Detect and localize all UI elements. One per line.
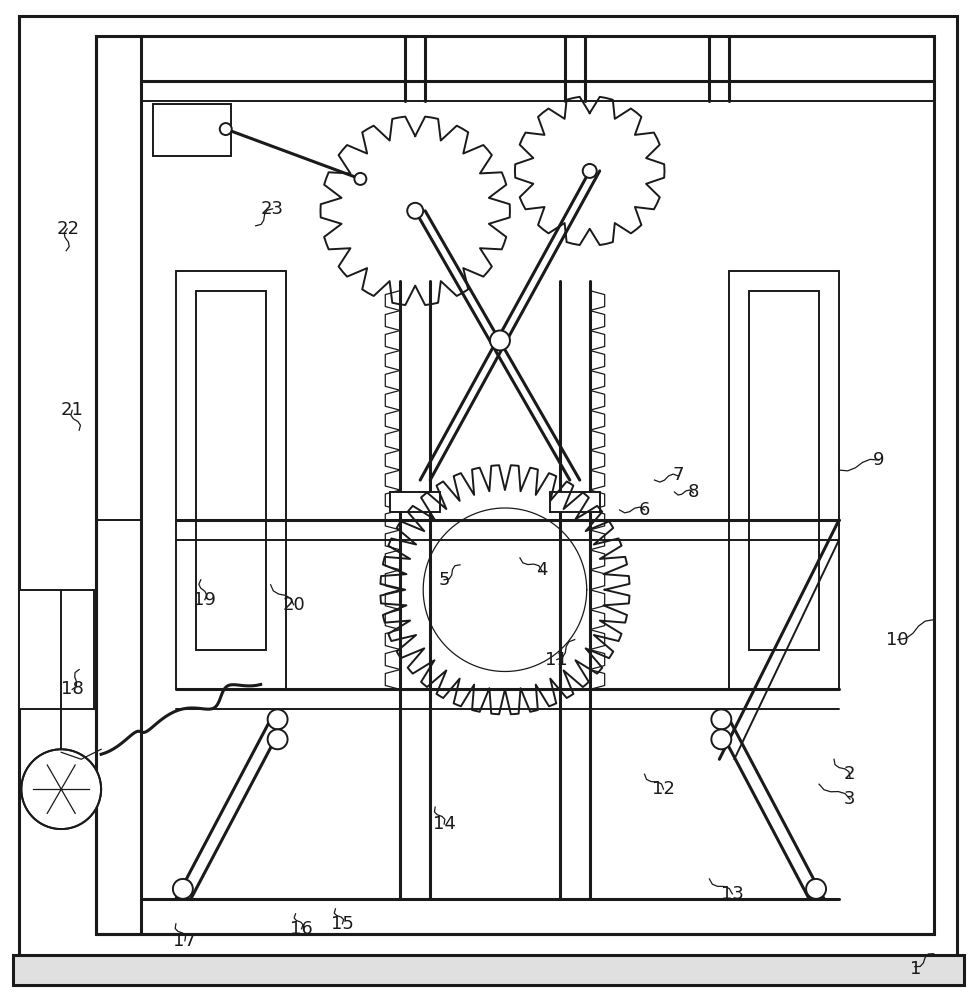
Bar xyxy=(20,590,94,709)
Text: 10: 10 xyxy=(886,631,909,649)
Text: 2: 2 xyxy=(843,765,855,783)
Circle shape xyxy=(711,729,732,749)
Bar xyxy=(195,291,266,650)
Circle shape xyxy=(490,330,510,350)
Text: 22: 22 xyxy=(56,220,79,238)
Text: 19: 19 xyxy=(192,591,216,609)
Text: 12: 12 xyxy=(653,780,675,798)
Text: 18: 18 xyxy=(62,680,84,698)
Text: 13: 13 xyxy=(721,885,743,903)
Text: 1: 1 xyxy=(910,960,921,978)
Circle shape xyxy=(355,173,366,185)
Circle shape xyxy=(173,879,192,899)
Text: 5: 5 xyxy=(439,571,450,589)
Text: 14: 14 xyxy=(433,815,456,833)
Bar xyxy=(96,36,934,934)
Bar xyxy=(176,271,285,689)
Circle shape xyxy=(582,164,597,178)
Text: 17: 17 xyxy=(173,932,196,950)
Circle shape xyxy=(806,879,826,899)
Text: 3: 3 xyxy=(843,790,855,808)
Circle shape xyxy=(220,123,232,135)
Circle shape xyxy=(21,749,101,829)
Circle shape xyxy=(268,729,287,749)
Text: 20: 20 xyxy=(282,596,305,614)
Bar xyxy=(390,492,440,512)
Text: 8: 8 xyxy=(688,483,699,501)
Circle shape xyxy=(268,709,287,729)
Text: 4: 4 xyxy=(536,561,548,579)
Text: 7: 7 xyxy=(673,466,684,484)
Bar xyxy=(729,271,839,689)
Circle shape xyxy=(711,709,732,729)
Circle shape xyxy=(407,203,423,219)
Bar xyxy=(153,104,231,156)
Bar xyxy=(14,955,963,985)
Text: 9: 9 xyxy=(872,451,884,469)
Text: 6: 6 xyxy=(639,501,650,519)
Bar xyxy=(749,291,819,650)
Text: 16: 16 xyxy=(290,920,313,938)
Text: 21: 21 xyxy=(62,401,84,419)
Text: 23: 23 xyxy=(261,200,283,218)
Text: 15: 15 xyxy=(331,915,354,933)
Text: 11: 11 xyxy=(545,651,568,669)
Bar xyxy=(550,492,600,512)
